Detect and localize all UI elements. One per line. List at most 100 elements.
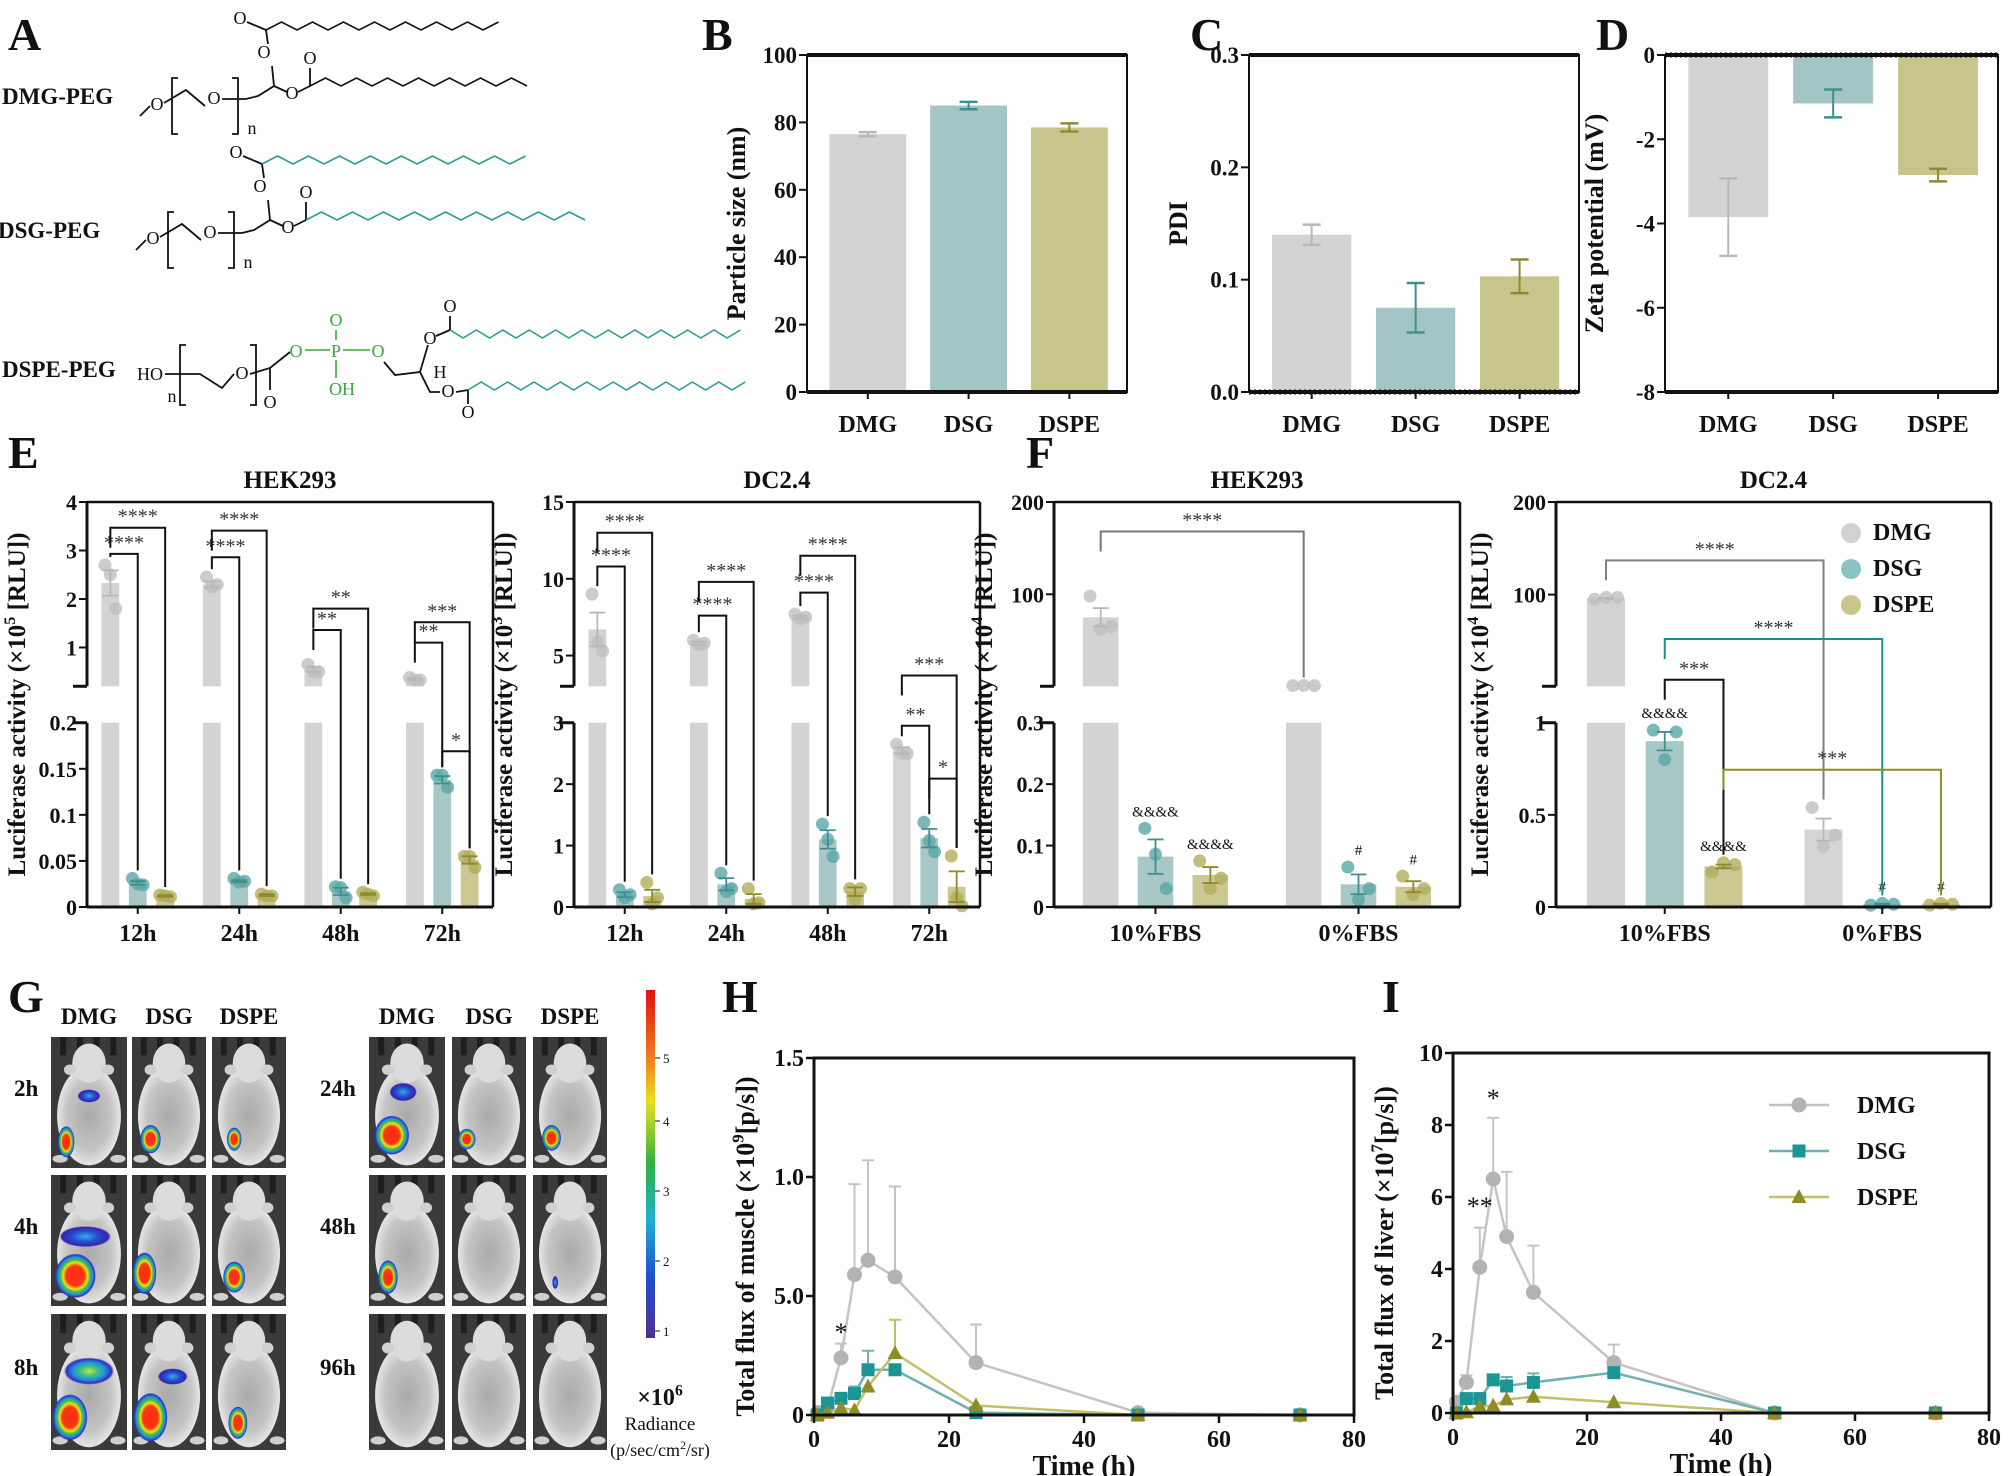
mouse-image xyxy=(533,1175,607,1306)
mouse-image xyxy=(132,1037,206,1168)
significance-bracket xyxy=(799,591,829,817)
mouse-leg xyxy=(509,1154,525,1163)
bar xyxy=(1645,741,1684,907)
mouse-ear xyxy=(224,1064,237,1075)
y-tick-label: 8 xyxy=(1431,1113,1443,1139)
square-marker xyxy=(821,1396,834,1410)
mouse-head xyxy=(232,1181,266,1221)
mouse-leg xyxy=(509,1436,525,1445)
data-point xyxy=(815,817,829,831)
y-tick-label: 200 xyxy=(1513,490,1546,515)
bar-lower-segment xyxy=(1082,722,1119,907)
atom-label: O xyxy=(234,8,247,28)
significance-mark: &&&& xyxy=(1641,706,1688,722)
restraint-bar xyxy=(269,1175,276,1194)
mouse-leg xyxy=(213,1292,229,1301)
y-tick-label: 10 xyxy=(542,567,564,592)
restraint-bar xyxy=(60,1175,67,1194)
data-point xyxy=(741,882,755,896)
y-tick-label: 100 xyxy=(763,43,798,68)
y-tick-label: 0.3 xyxy=(1017,711,1045,736)
colorbar-tick-label: 4 xyxy=(663,1114,670,1129)
y-tick-label: 0 xyxy=(1535,895,1546,920)
bond xyxy=(232,77,239,135)
restraint-bar xyxy=(157,1314,164,1334)
y-tick-label: 0.05 xyxy=(39,849,78,874)
restraint-bar xyxy=(60,1314,67,1334)
bond xyxy=(297,68,311,93)
bar-lower-segment xyxy=(1285,722,1322,907)
time-label: 24h xyxy=(320,1076,356,1101)
series-line xyxy=(816,1258,1301,1417)
significance-label: **** xyxy=(1695,538,1735,560)
bar-lower-segment xyxy=(791,722,810,907)
restraint-bar xyxy=(590,1037,597,1056)
legend-label: DSPE xyxy=(1873,592,1934,618)
bond xyxy=(435,316,451,337)
y-tick-label: -4 xyxy=(1636,212,1656,237)
label: Total flux of liver (×107[p/s]) xyxy=(1368,1086,1399,1400)
mouse-head xyxy=(553,1043,587,1083)
significance-label: **** xyxy=(118,506,158,528)
mouse-ear xyxy=(545,1202,558,1213)
y-axis-title: Particle size (nm) xyxy=(722,127,751,320)
significance-label: *** xyxy=(1679,658,1709,680)
significance-bracket xyxy=(441,750,471,849)
significance-bracket xyxy=(1099,530,1305,678)
bond xyxy=(245,65,275,100)
restraint-bar xyxy=(394,1175,401,1194)
y-tick-label: 0.2 xyxy=(50,711,78,736)
mouse-leg xyxy=(133,1154,149,1163)
panel-letter: G xyxy=(8,971,44,1022)
significance-bracket xyxy=(109,526,167,888)
bioluminescence-signal xyxy=(132,1252,157,1295)
label: ×106 xyxy=(637,1382,683,1411)
data-point xyxy=(1083,589,1097,603)
mouse-leg xyxy=(189,1154,205,1163)
legend-label: DSPE xyxy=(1857,1185,1918,1211)
mouse-image xyxy=(452,1175,526,1306)
mouse-body xyxy=(538,1343,602,1448)
atom-label: O xyxy=(236,363,249,383)
series-line xyxy=(817,1351,1300,1417)
bioluminescence-signal xyxy=(133,1392,168,1442)
mouse-ear xyxy=(545,1064,558,1075)
column-label: DSG xyxy=(145,1004,192,1029)
colorbar-title: Radiance xyxy=(625,1414,696,1435)
mouse-ear xyxy=(63,1202,77,1213)
column-label: DMG xyxy=(379,1004,435,1029)
x-tick-label: 20 xyxy=(1575,1425,1599,1451)
bond xyxy=(163,88,206,107)
significance-bracket xyxy=(697,580,755,881)
triangle-marker xyxy=(847,1402,862,1417)
mouse-ear xyxy=(101,1064,115,1075)
bar-lower-segment xyxy=(405,722,424,907)
mouse-image xyxy=(51,1314,127,1450)
data-point xyxy=(109,602,123,616)
atom-label: O xyxy=(147,228,160,248)
data-point xyxy=(1341,860,1355,874)
structure-name: DSPE-PEG xyxy=(2,357,116,382)
axis-title-text: Luciferase activity (×10 xyxy=(4,625,31,877)
mouse-head xyxy=(152,1043,186,1083)
mouse-image xyxy=(51,1037,127,1168)
mouse-ear xyxy=(582,1202,595,1213)
data-point xyxy=(928,845,942,859)
bioluminescence-signal xyxy=(57,1126,75,1158)
significance-mark: &&&& xyxy=(1132,804,1179,820)
mouse-head xyxy=(232,1320,266,1362)
data-point xyxy=(1362,882,1376,896)
x-tick-label: 12h xyxy=(606,921,643,947)
square-marker xyxy=(861,1363,875,1377)
mouse-image xyxy=(533,1314,607,1450)
restraint-bar xyxy=(76,1037,83,1056)
fatty-acid-chain xyxy=(305,211,586,221)
fatty-acid-chain xyxy=(265,21,499,31)
restraint-bar xyxy=(189,1175,196,1194)
square-marker xyxy=(1607,1366,1621,1380)
restraint-bar xyxy=(509,1037,516,1056)
time-label: 4h xyxy=(14,1214,39,1239)
mouse-image xyxy=(452,1314,526,1450)
label: (p/sec/cm2/sr) xyxy=(610,1439,710,1461)
mouse-leg xyxy=(453,1154,469,1163)
